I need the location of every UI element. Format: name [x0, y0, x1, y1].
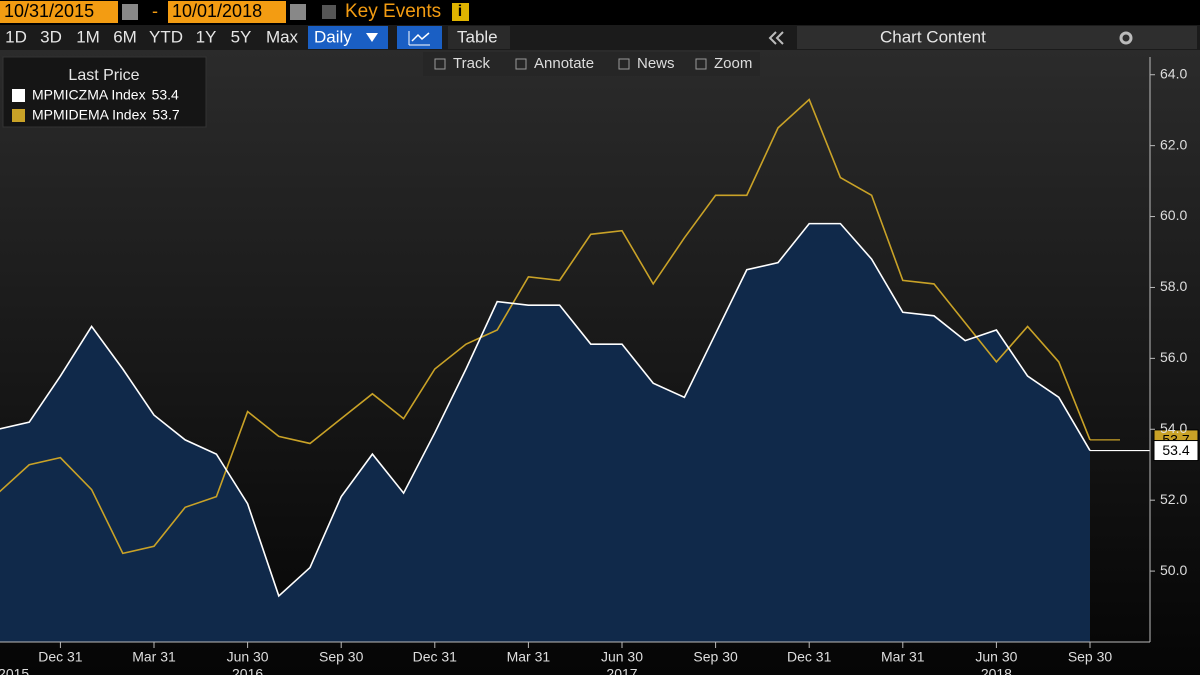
- x-tick-label: Sep 30: [693, 649, 738, 665]
- collapse-icon[interactable]: [768, 31, 777, 45]
- legend-label: MPMICZMA Index: [32, 87, 146, 103]
- calendar-icon[interactable]: [290, 4, 306, 20]
- date-separator: -: [152, 1, 158, 21]
- x-tick-label: Mar 31: [881, 649, 925, 665]
- start-date: 10/31/2015: [4, 1, 94, 21]
- y-tick-label: 62.0: [1160, 136, 1187, 152]
- settings-icon[interactable]: [1119, 31, 1133, 45]
- range-button[interactable]: 1Y: [196, 27, 217, 46]
- chart-content-button[interactable]: [797, 26, 1197, 49]
- legend-value: 53.4: [152, 87, 179, 103]
- x-tick-label: Mar 31: [507, 649, 551, 665]
- tool-icon: [618, 58, 630, 70]
- legend-swatch: [12, 109, 25, 122]
- key-events[interactable]: Key Events: [345, 1, 441, 22]
- chart-content: Chart Content: [880, 27, 986, 46]
- frequency: Daily: [314, 27, 352, 46]
- tool-button[interactable]: Annotate: [534, 55, 594, 72]
- tool-icon: [434, 58, 446, 70]
- y-tick-label: 64.0: [1160, 65, 1187, 81]
- tool-icon: [695, 58, 707, 70]
- plot: 53.7 53.4 50.0 52.0 54.0 56.0 58.0 60.0 62.0 64.0…: [0, 57, 1199, 675]
- legend-label: MPMIDEMA Index: [32, 107, 146, 123]
- checkbox[interactable]: [322, 5, 336, 19]
- tool-button[interactable]: News: [637, 55, 675, 72]
- area: [0, 223, 1090, 642]
- chart-icon: [411, 32, 430, 42]
- y-tick-label: 60.0: [1160, 207, 1187, 223]
- x-tick-label: Dec 31: [38, 649, 83, 665]
- x-tick-label: Dec 31: [413, 649, 458, 665]
- series-line: [0, 222, 1091, 598]
- x-tick-label: Jun 30: [975, 649, 1017, 665]
- legend-swatch: [12, 89, 25, 102]
- tools-bar: [423, 52, 760, 76]
- info-glyph: i: [458, 3, 462, 20]
- legend-title: Last Price: [68, 67, 139, 84]
- y-tick-label: 54.0: [1160, 420, 1187, 436]
- year-label: 2016: [232, 666, 263, 675]
- y-tick-label: 56.0: [1160, 349, 1187, 365]
- info-icon[interactable]: [452, 3, 469, 21]
- range-button[interactable]: 5Y: [231, 27, 252, 46]
- end-date: 10/01/2018: [172, 1, 262, 21]
- year-label: 2018: [981, 666, 1012, 675]
- year-label: 2015: [0, 666, 29, 675]
- year-label: 2017: [606, 666, 637, 675]
- legend-value: 53.7: [152, 107, 179, 123]
- range-button[interactable]: 1M: [76, 27, 100, 46]
- tool-icon: [515, 58, 527, 70]
- x-tick-label: Jun 30: [227, 649, 269, 665]
- y-tick-label: 52.0: [1160, 491, 1187, 507]
- last-value-tag: [1153, 440, 1199, 462]
- y-tick-label: 58.0: [1160, 278, 1187, 294]
- x-tick-label: Mar 31: [132, 649, 176, 665]
- range-button[interactable]: 1D: [5, 27, 27, 46]
- range-button[interactable]: Max: [266, 27, 299, 46]
- y-tick-label: 50.0: [1160, 562, 1187, 578]
- tools: Track Annotate News Zoom: [434, 55, 752, 72]
- start-date-field[interactable]: [0, 1, 118, 23]
- legend: MPMICZMA Index 53.4 MPMIDEMA Index 53.7: [12, 87, 180, 123]
- x-tick-label: Sep 30: [319, 649, 364, 665]
- end-date-field[interactable]: [168, 1, 286, 23]
- ranges: 1D 3D 1M 6M YTD 1Y 5Y Max: [5, 27, 298, 46]
- x-tick-label: Jun 30: [601, 649, 643, 665]
- collapse-icon[interactable]: [775, 31, 784, 45]
- range-button[interactable]: 3D: [40, 27, 62, 46]
- series-line: [0, 98, 1091, 555]
- calendar-icon[interactable]: [122, 4, 138, 20]
- tool-button[interactable]: Track: [453, 55, 490, 72]
- x-tick-label: Dec 31: [787, 649, 832, 665]
- frequency-button[interactable]: [308, 26, 388, 49]
- table: Table: [457, 27, 498, 46]
- legend-box: [2, 56, 207, 128]
- dropdown-arrow: [366, 33, 378, 42]
- range-button[interactable]: YTD: [149, 27, 183, 46]
- tool-button[interactable]: Zoom: [714, 55, 752, 72]
- last-value-label: 53.4: [1162, 442, 1189, 458]
- x-tick-label: Sep 30: [1068, 649, 1113, 665]
- range-button[interactable]: 6M: [113, 27, 137, 46]
- table-button[interactable]: [448, 26, 510, 49]
